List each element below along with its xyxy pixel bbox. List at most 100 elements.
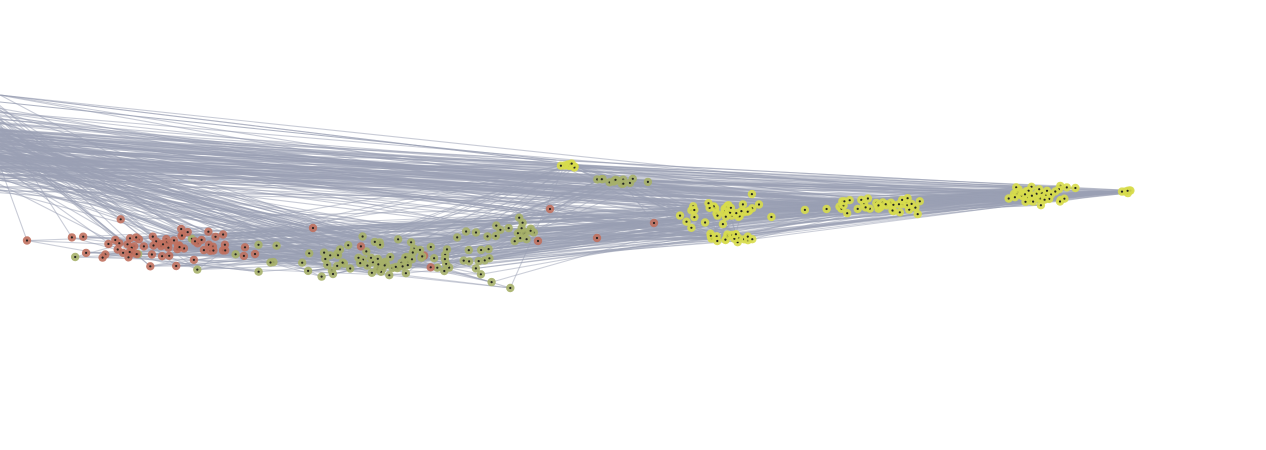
graph-node-olive[interactable] [476,245,486,255]
graph-node-olive[interactable] [483,232,492,241]
graph-node-olive[interactable] [346,264,355,273]
graph-node-yellow[interactable] [1051,187,1060,196]
graph-node-olive[interactable] [496,225,505,234]
graph-node-yellow[interactable] [897,195,907,205]
graph-node-olive[interactable] [298,258,307,267]
graph-node-yellow[interactable] [888,206,897,215]
graph-node-yellow[interactable] [718,219,728,229]
graph-node-red[interactable] [209,246,218,255]
graph-node-red[interactable] [545,204,555,214]
graph-node-olive[interactable] [484,244,493,254]
graph-node-yellow[interactable] [881,200,890,209]
graph-node-red[interactable] [22,236,32,245]
graph-node-olive[interactable] [487,277,496,287]
graph-node-red[interactable] [221,246,230,255]
graph-node-olive[interactable] [459,256,468,265]
graph-node-yellow[interactable] [913,209,922,219]
graph-node-olive[interactable] [491,231,500,241]
graph-node-olive[interactable] [415,245,425,255]
graph-node-yellow[interactable] [1020,190,1030,199]
graph-node-red[interactable] [149,241,158,250]
graph-node-red[interactable] [197,235,206,245]
graph-node-red[interactable] [132,233,141,242]
graph-node-red[interactable] [132,249,141,259]
graph-node-yellow[interactable] [874,201,883,210]
graph-node-olive[interactable] [375,240,385,249]
graph-node-yellow[interactable] [738,200,748,209]
graph-node-red[interactable] [67,233,77,242]
graph-node-yellow[interactable] [907,199,916,209]
graph-node-olive[interactable] [517,224,526,233]
graph-node-olive[interactable] [193,265,202,274]
graph-node-olive[interactable] [71,252,80,262]
graph-node-yellow[interactable] [690,212,699,222]
graph-node-olive[interactable] [380,261,389,270]
graph-node-red[interactable] [157,252,167,261]
graph-node-red[interactable] [183,227,192,237]
graph-node-yellow[interactable] [675,211,685,220]
graph-node-olive[interactable] [453,233,462,242]
graph-node-yellow[interactable] [1062,183,1072,192]
graph-node-olive[interactable] [406,238,416,247]
graph-node-red[interactable] [125,247,134,257]
graph-node-olive[interactable] [522,235,531,244]
graph-node-yellow[interactable] [690,205,699,215]
graph-node-olive[interactable] [643,177,653,187]
graph-node-olive[interactable] [433,263,442,272]
graph-node-olive[interactable] [317,272,326,281]
graph-node-red[interactable] [79,232,88,241]
graph-node-olive[interactable] [597,175,606,184]
graph-node-red[interactable] [118,248,128,257]
graph-node-yellow[interactable] [748,235,757,244]
graph-node-red[interactable] [175,242,184,252]
graph-node-olive[interactable] [464,245,473,255]
graph-node-red[interactable] [158,240,168,249]
graph-node-olive[interactable] [356,258,365,268]
graph-node-olive[interactable] [515,213,524,222]
graph-node-olive[interactable] [408,248,417,257]
graph-node-red[interactable] [104,239,113,249]
graph-node-olive[interactable] [362,247,371,256]
graph-node-yellow[interactable] [754,200,764,209]
graph-node-yellow[interactable] [861,203,870,212]
graph-node-yellow[interactable] [567,159,576,168]
graph-node-red[interactable] [218,230,228,239]
graph-node-yellow[interactable] [556,161,566,170]
graph-node-olive[interactable] [254,240,263,249]
graph-node-olive[interactable] [403,260,412,270]
graph-node-red[interactable] [116,215,125,224]
graph-node-yellow[interactable] [1027,191,1037,200]
graph-node-yellow[interactable] [895,208,904,217]
graph-node-olive[interactable] [391,262,400,272]
graph-node-olive[interactable] [418,252,427,261]
graph-node-olive[interactable] [393,235,403,244]
graph-node-red[interactable] [98,253,107,262]
graph-node-yellow[interactable] [1071,183,1080,193]
graph-node-olive[interactable] [506,283,515,293]
graph-node-yellow[interactable] [800,205,810,215]
graph-node-red[interactable] [148,232,157,241]
graph-node-red[interactable] [165,251,174,260]
graph-node-olive[interactable] [440,254,450,264]
graph-node-olive[interactable] [426,242,435,252]
graph-node-olive[interactable] [328,269,338,279]
graph-node-olive[interactable] [526,226,535,235]
graph-node-red[interactable] [204,227,213,236]
graph-node-olive[interactable] [305,249,314,258]
graph-node-red[interactable] [115,239,124,248]
graph-node-yellow[interactable] [713,236,722,246]
graph-node-red[interactable] [592,233,602,243]
graph-node-red[interactable] [172,261,181,271]
graph-node-red[interactable] [139,242,149,251]
graph-node-yellow[interactable] [1035,185,1044,194]
graph-node-yellow[interactable] [713,211,722,220]
graph-node-red[interactable] [190,237,200,246]
graph-node-yellow[interactable] [1123,186,1132,195]
graph-node-olive[interactable] [272,241,281,250]
graph-node-olive[interactable] [323,260,332,269]
graph-node-yellow[interactable] [726,203,736,212]
graph-node-yellow[interactable] [747,189,757,199]
graph-node-red[interactable] [649,218,659,228]
graph-node-olive[interactable] [401,269,411,278]
graph-node-yellow[interactable] [853,204,862,214]
